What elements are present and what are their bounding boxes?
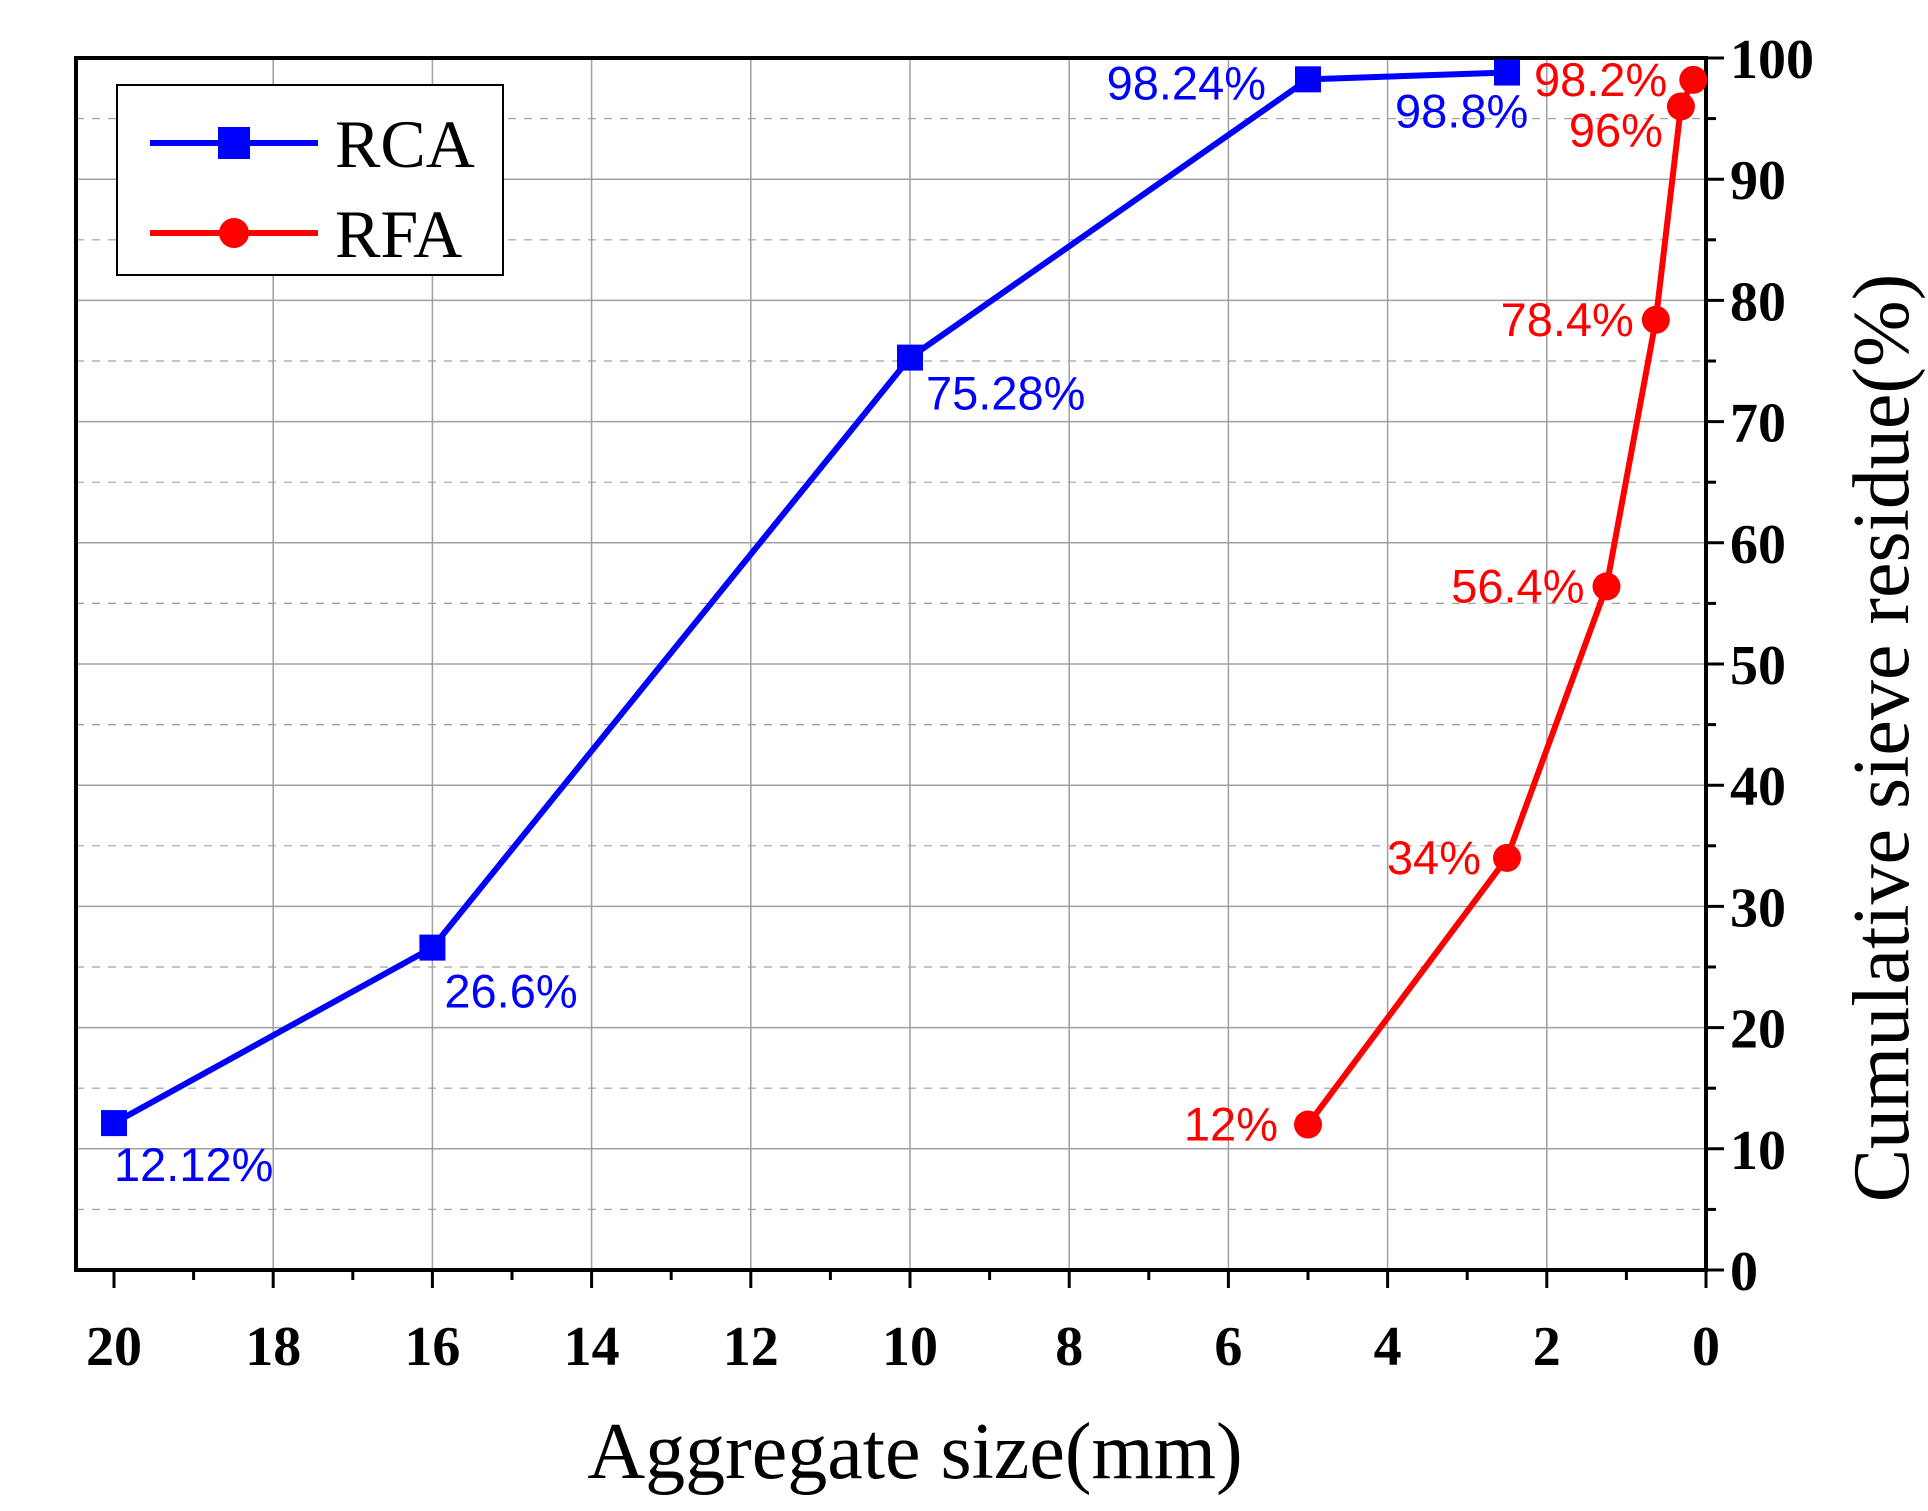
y-tick-label: 80 (1730, 271, 1786, 333)
series-rca-point (419, 934, 446, 961)
x-tick-label: 0 (1692, 1316, 1720, 1378)
y-tick-label: 90 (1730, 150, 1786, 212)
x-tick-label: 4 (1374, 1316, 1402, 1378)
series-rca-data-label: 26.6% (444, 965, 577, 1018)
grid (76, 58, 1706, 1270)
series-rfa-data-label: 12% (1184, 1098, 1278, 1151)
series-rfa-data-label: 34% (1387, 831, 1481, 884)
x-tick-label: 6 (1214, 1316, 1242, 1378)
y-tick-label: 40 (1730, 756, 1786, 818)
legend-rfa-marker (219, 218, 249, 248)
legend-rfa-label: RFA (335, 196, 462, 272)
series-rfa-data-label: 56.4% (1451, 559, 1584, 612)
series-rca-data-label: 75.28% (926, 367, 1085, 420)
series-rfa-data-label: 96% (1569, 103, 1663, 156)
x-tick-label: 14 (564, 1316, 620, 1378)
series-rca-point (101, 1110, 127, 1137)
data-labels: 12.12% 26.6% 75.28% 98.24% 98.8% 12% 34% 56.4% 7… (114, 53, 1667, 1191)
legend: RCA RFA (116, 84, 504, 276)
y-tick-label: 60 (1730, 514, 1786, 576)
legend-box (116, 84, 504, 276)
y-tick-label: 10 (1730, 1120, 1786, 1182)
series-rca-data-label: 12.12% (114, 1138, 273, 1191)
x-tick-label: 10 (882, 1316, 938, 1378)
series-rfa-data-label: 78.4% (1501, 293, 1634, 346)
y-tick-label: 0 (1730, 1241, 1758, 1303)
series-rfa-point (1592, 572, 1621, 601)
series-rfa-data-label: 98.2% (1534, 53, 1667, 106)
x-tick-label: 2 (1533, 1316, 1561, 1378)
series-rfa-point (1493, 843, 1521, 872)
series-rfa-point (1666, 92, 1695, 121)
series-rca-point (1494, 59, 1520, 86)
series (101, 59, 1708, 1139)
legend-rca-label: RCA (335, 106, 475, 182)
y-tick-label: 30 (1730, 877, 1786, 939)
series-rfa-point (1679, 65, 1708, 94)
series-rfa-point (1641, 305, 1670, 334)
series-rfa-point (1294, 1110, 1322, 1139)
series-rca-point (1295, 66, 1321, 93)
x-tick-label: 18 (245, 1316, 301, 1378)
x-axis-title: Aggregate size(mm) (587, 1408, 1242, 1496)
y-tick-label: 100 (1730, 29, 1814, 91)
x-tick-label: 8 (1055, 1316, 1083, 1378)
y-tick-label: 70 (1730, 393, 1786, 455)
x-tick-label: 20 (86, 1316, 142, 1378)
x-tick-label: 12 (723, 1316, 779, 1378)
series-rca-data-label: 98.8% (1395, 85, 1528, 138)
series-rca-point (897, 344, 923, 371)
y-axis-title: Cumulative sieve residue(%) (1838, 274, 1926, 1203)
x-tick-label: 16 (404, 1316, 460, 1378)
legend-rca-marker (218, 127, 250, 159)
series-rca-data-label: 98.24% (1107, 56, 1266, 109)
y-tick-label: 50 (1730, 635, 1786, 697)
y-tick-label: 20 (1730, 999, 1786, 1061)
